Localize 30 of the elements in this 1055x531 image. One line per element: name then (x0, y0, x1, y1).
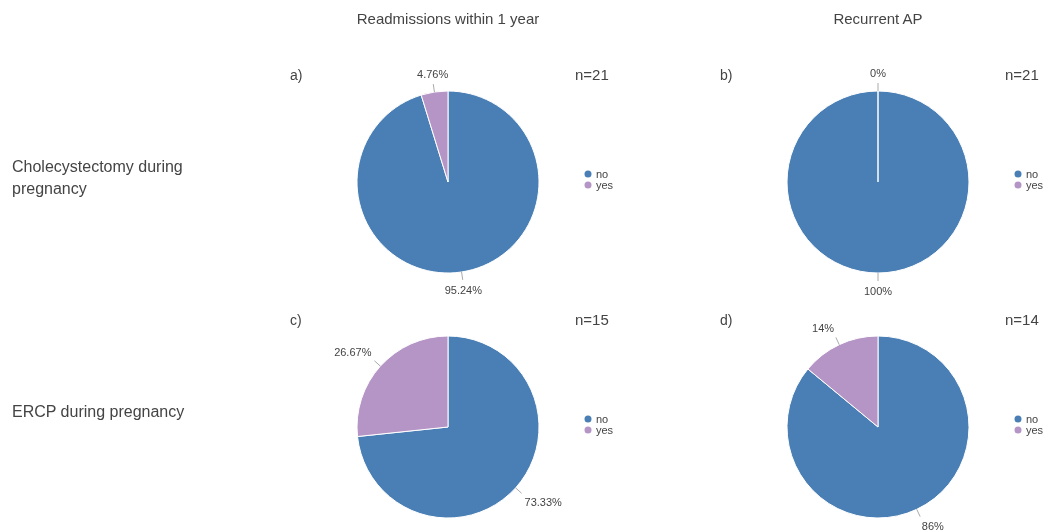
text: Cholecystectomy during pregnancy (12, 158, 183, 197)
text: n=15 (575, 311, 609, 328)
legend-label: no (596, 413, 609, 425)
text: d) (720, 312, 733, 328)
data-label: 100% (863, 285, 893, 297)
text: n=21 (575, 66, 609, 83)
data-label: 73.33% (524, 495, 563, 508)
pie-slice (356, 90, 540, 274)
text: ERCP during pregnancy (12, 403, 185, 420)
legend-label: yes (596, 424, 614, 436)
legend-label: no (596, 168, 609, 180)
legend-label: no (1026, 413, 1039, 425)
text: 0% (870, 67, 886, 79)
data-label: 95.24% (444, 283, 483, 296)
text: a) (290, 67, 303, 83)
text: n=21 (1005, 66, 1039, 83)
data-label: 14% (812, 321, 835, 334)
data-label: 86% (921, 520, 945, 531)
text: c) (290, 312, 302, 328)
legend-label: yes (1026, 424, 1044, 436)
data-label: 4.76% (417, 68, 449, 81)
chart-title: Readmissions within 1 year (356, 10, 540, 27)
pie-slice (786, 335, 970, 519)
legend-label: no (1026, 168, 1039, 180)
legend-label: yes (596, 179, 614, 191)
chart-title: Recurrent AP (833, 10, 923, 27)
text: b) (720, 67, 733, 83)
legend-label: yes (1026, 179, 1044, 191)
data-label: 26.67% (334, 346, 372, 359)
text: n=14 (1005, 311, 1039, 328)
